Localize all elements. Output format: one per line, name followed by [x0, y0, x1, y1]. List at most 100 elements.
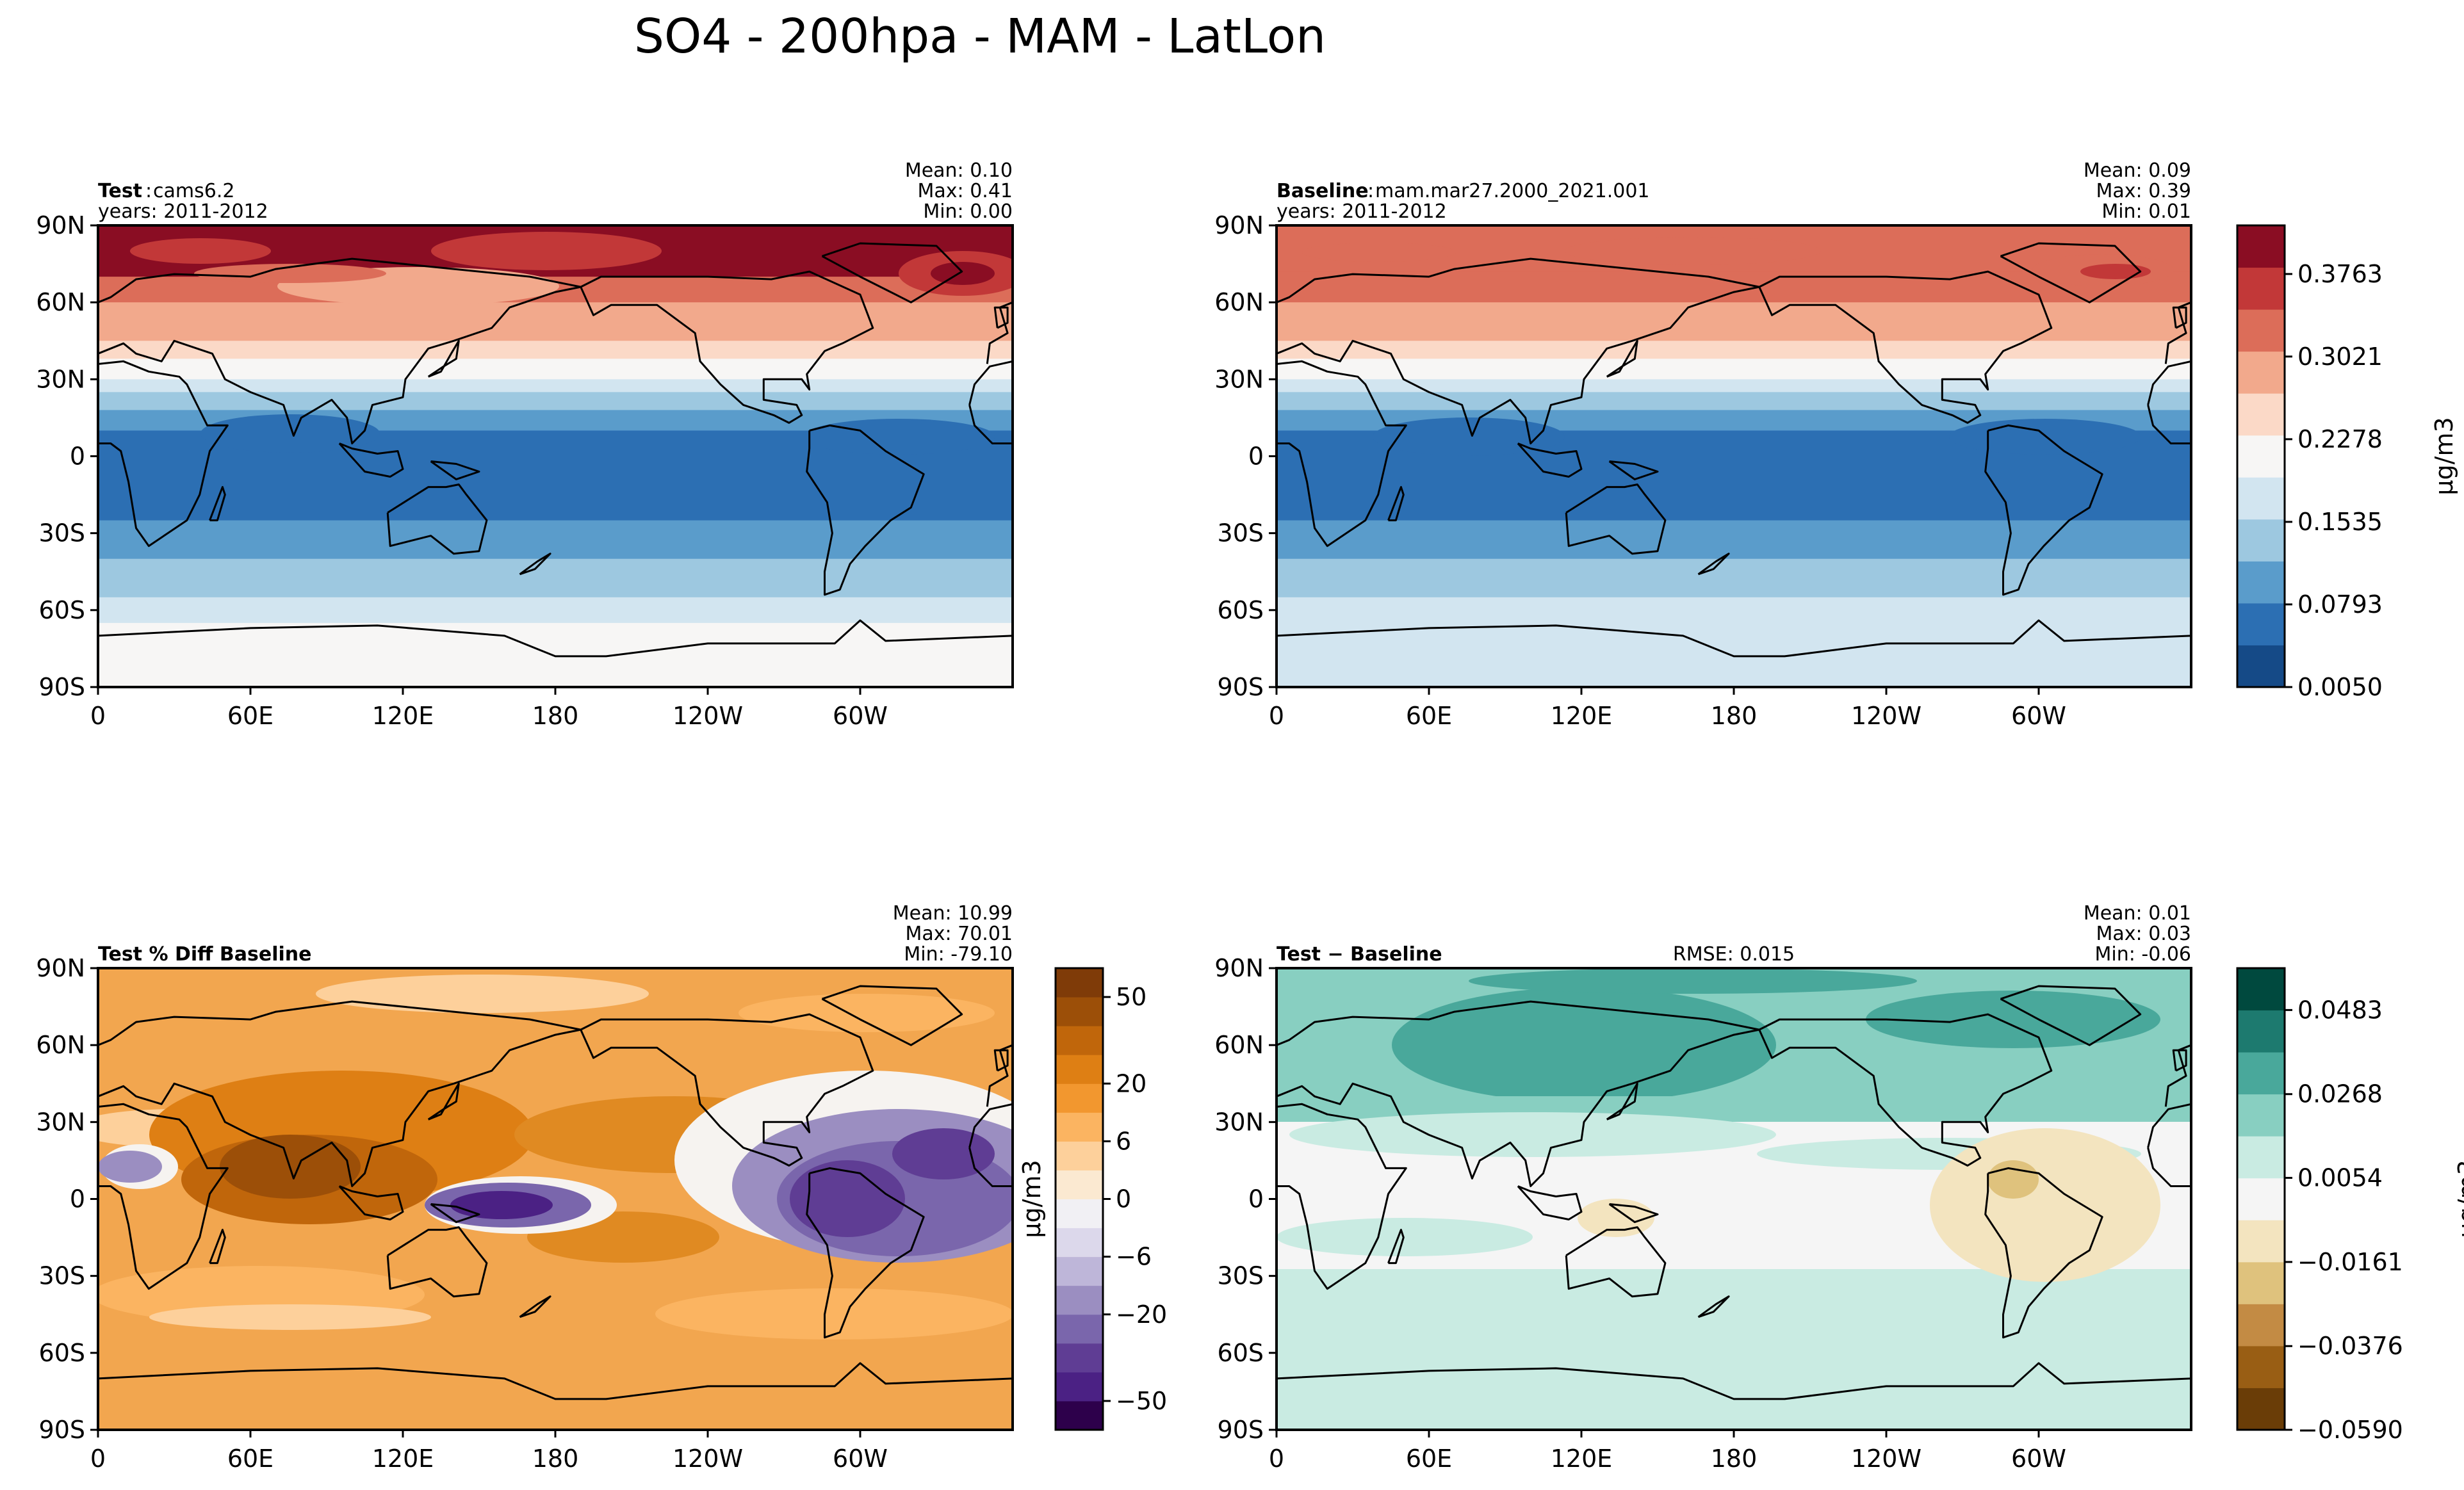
colorbar-tick-label: 0.0050: [2297, 673, 2383, 701]
coastline: [519, 553, 551, 576]
lat-tick-label: 60S: [39, 1339, 85, 1367]
coastline: [1984, 1167, 2103, 1339]
absdiff-stat-max: Max: 0.03: [2096, 923, 2191, 945]
coastline: [338, 1185, 404, 1220]
colorbar-segment: [1056, 1170, 1103, 1199]
lat-tick-label: 60N: [1214, 1031, 1264, 1059]
absdiff-coastlines: [1277, 985, 2191, 1430]
pctdiff-coastlines: [98, 985, 1013, 1430]
lat-tick-label: 90S: [1218, 1416, 1264, 1444]
colorbar-segment: [1056, 1227, 1103, 1258]
coastline: [821, 985, 963, 1046]
absdiff-stat-min: Min: -0.06: [2095, 943, 2192, 966]
colorbar-segment: [2237, 645, 2285, 688]
colorbar-segment: [1056, 997, 1103, 1026]
colorbar-segment: [2237, 435, 2285, 478]
baseline-blobs: [1302, 237, 2173, 456]
test-band: [98, 597, 1013, 624]
lon-tick-label: 120E: [372, 1445, 434, 1473]
lon-tick-label: 0: [90, 702, 106, 730]
coastline: [1565, 1226, 1667, 1298]
coastline: [806, 424, 925, 596]
colorbar-segment: [2237, 351, 2285, 394]
test-band: [98, 379, 1013, 393]
absdiff-rmse: RMSE: 0.015: [1673, 943, 1795, 966]
baseline-band: [1277, 341, 2191, 360]
colorbar-segment: [2237, 1052, 2285, 1095]
lon-tick-label: 60E: [1406, 1445, 1452, 1473]
colorbar-tick-label: 0: [1116, 1185, 1131, 1213]
colorbar-segment: [2237, 1178, 2285, 1220]
coastline: [1277, 1000, 1761, 1187]
lat-tick-label: 0: [70, 1185, 85, 1213]
coastline: [1277, 257, 1761, 444]
coastline: [427, 339, 460, 378]
lon-tick-label: 120E: [1551, 1445, 1613, 1473]
absdiff-field: [1277, 968, 2191, 1430]
colorbar-tick-label: 0.0483: [2297, 996, 2383, 1024]
absdiff-label: Test − Baseline: [1277, 943, 1442, 966]
baseline-stat-mean: Mean: 0.09: [2084, 159, 2191, 182]
coastline: [1277, 360, 1407, 547]
lat-tick-label: 60S: [1218, 596, 1264, 624]
lat-tick-label: 90N: [1214, 954, 1264, 982]
coastline: [430, 460, 480, 481]
coastline: [209, 486, 226, 522]
absdiff-stat-mean: Mean: 0.01: [2084, 902, 2191, 925]
colorbar-tick-label: 0.2278: [2297, 425, 2383, 453]
test-label-bold: Test: [98, 180, 142, 202]
coastline: [98, 360, 229, 547]
colorbar-tick-label: −0.0376: [2297, 1332, 2403, 1360]
lat-tick-label: 30N: [1214, 1108, 1264, 1136]
lat-tick-label: 60N: [1214, 288, 1264, 316]
lon-tick-label: 180: [532, 1445, 579, 1473]
coastline: [821, 242, 963, 304]
lat-tick-label: 30S: [39, 519, 85, 547]
coastline: [1608, 1203, 1659, 1224]
lat-tick-label: 90N: [36, 954, 85, 982]
colorbar-segment: [2237, 1345, 2285, 1388]
lat-tick-label: 90N: [1214, 211, 1264, 239]
colorbar-segment: [1056, 1372, 1103, 1402]
coastline: [1565, 483, 1667, 555]
coastline: [1277, 619, 2191, 687]
test-band: [98, 341, 1013, 360]
coastline: [1387, 486, 1405, 522]
colorbar-segment: [2237, 1388, 2285, 1430]
coastline: [386, 1226, 488, 1298]
lat-tick-label: 0: [1248, 1185, 1264, 1213]
coastline: [2164, 301, 2191, 364]
pctdiff-stat-max: Max: 70.01: [905, 923, 1013, 945]
coastline: [993, 1049, 1009, 1072]
coastline: [519, 1295, 551, 1318]
colorbar-segment: [2237, 1304, 2285, 1347]
colorbar-segment: [2237, 267, 2285, 310]
coastline: [2000, 985, 2142, 1046]
coastline: [968, 1103, 1013, 1148]
coastline: [2147, 360, 2191, 405]
coastline: [986, 1044, 1013, 1107]
test-coastlines: [98, 242, 1013, 687]
coastline: [2147, 405, 2191, 444]
coastline: [98, 1362, 1013, 1430]
lat-tick-label: 60N: [36, 1031, 85, 1059]
colorbar-tick-label: 0.3021: [2297, 343, 2383, 371]
test-blobs: [130, 232, 1013, 455]
colorbar-segment: [1056, 1112, 1103, 1142]
test-band: [98, 648, 1013, 687]
lon-tick-label: 180: [1711, 702, 1758, 730]
coastline: [1606, 339, 1638, 378]
lon-tick-label: 120W: [1851, 702, 1921, 730]
lon-tick-label: 0: [1269, 1445, 1284, 1473]
coastline: [986, 301, 1013, 364]
colorbar-segment: [2237, 519, 2285, 562]
coastline: [2172, 1049, 2187, 1072]
colorbar-segment: [1056, 1199, 1103, 1229]
lon-tick-label: 0: [90, 1445, 106, 1473]
lon-tick-label: 60E: [1406, 702, 1452, 730]
lon-tick-label: 60W: [833, 702, 888, 730]
test-label-sep: :: [145, 180, 152, 202]
coastline: [993, 306, 1009, 329]
